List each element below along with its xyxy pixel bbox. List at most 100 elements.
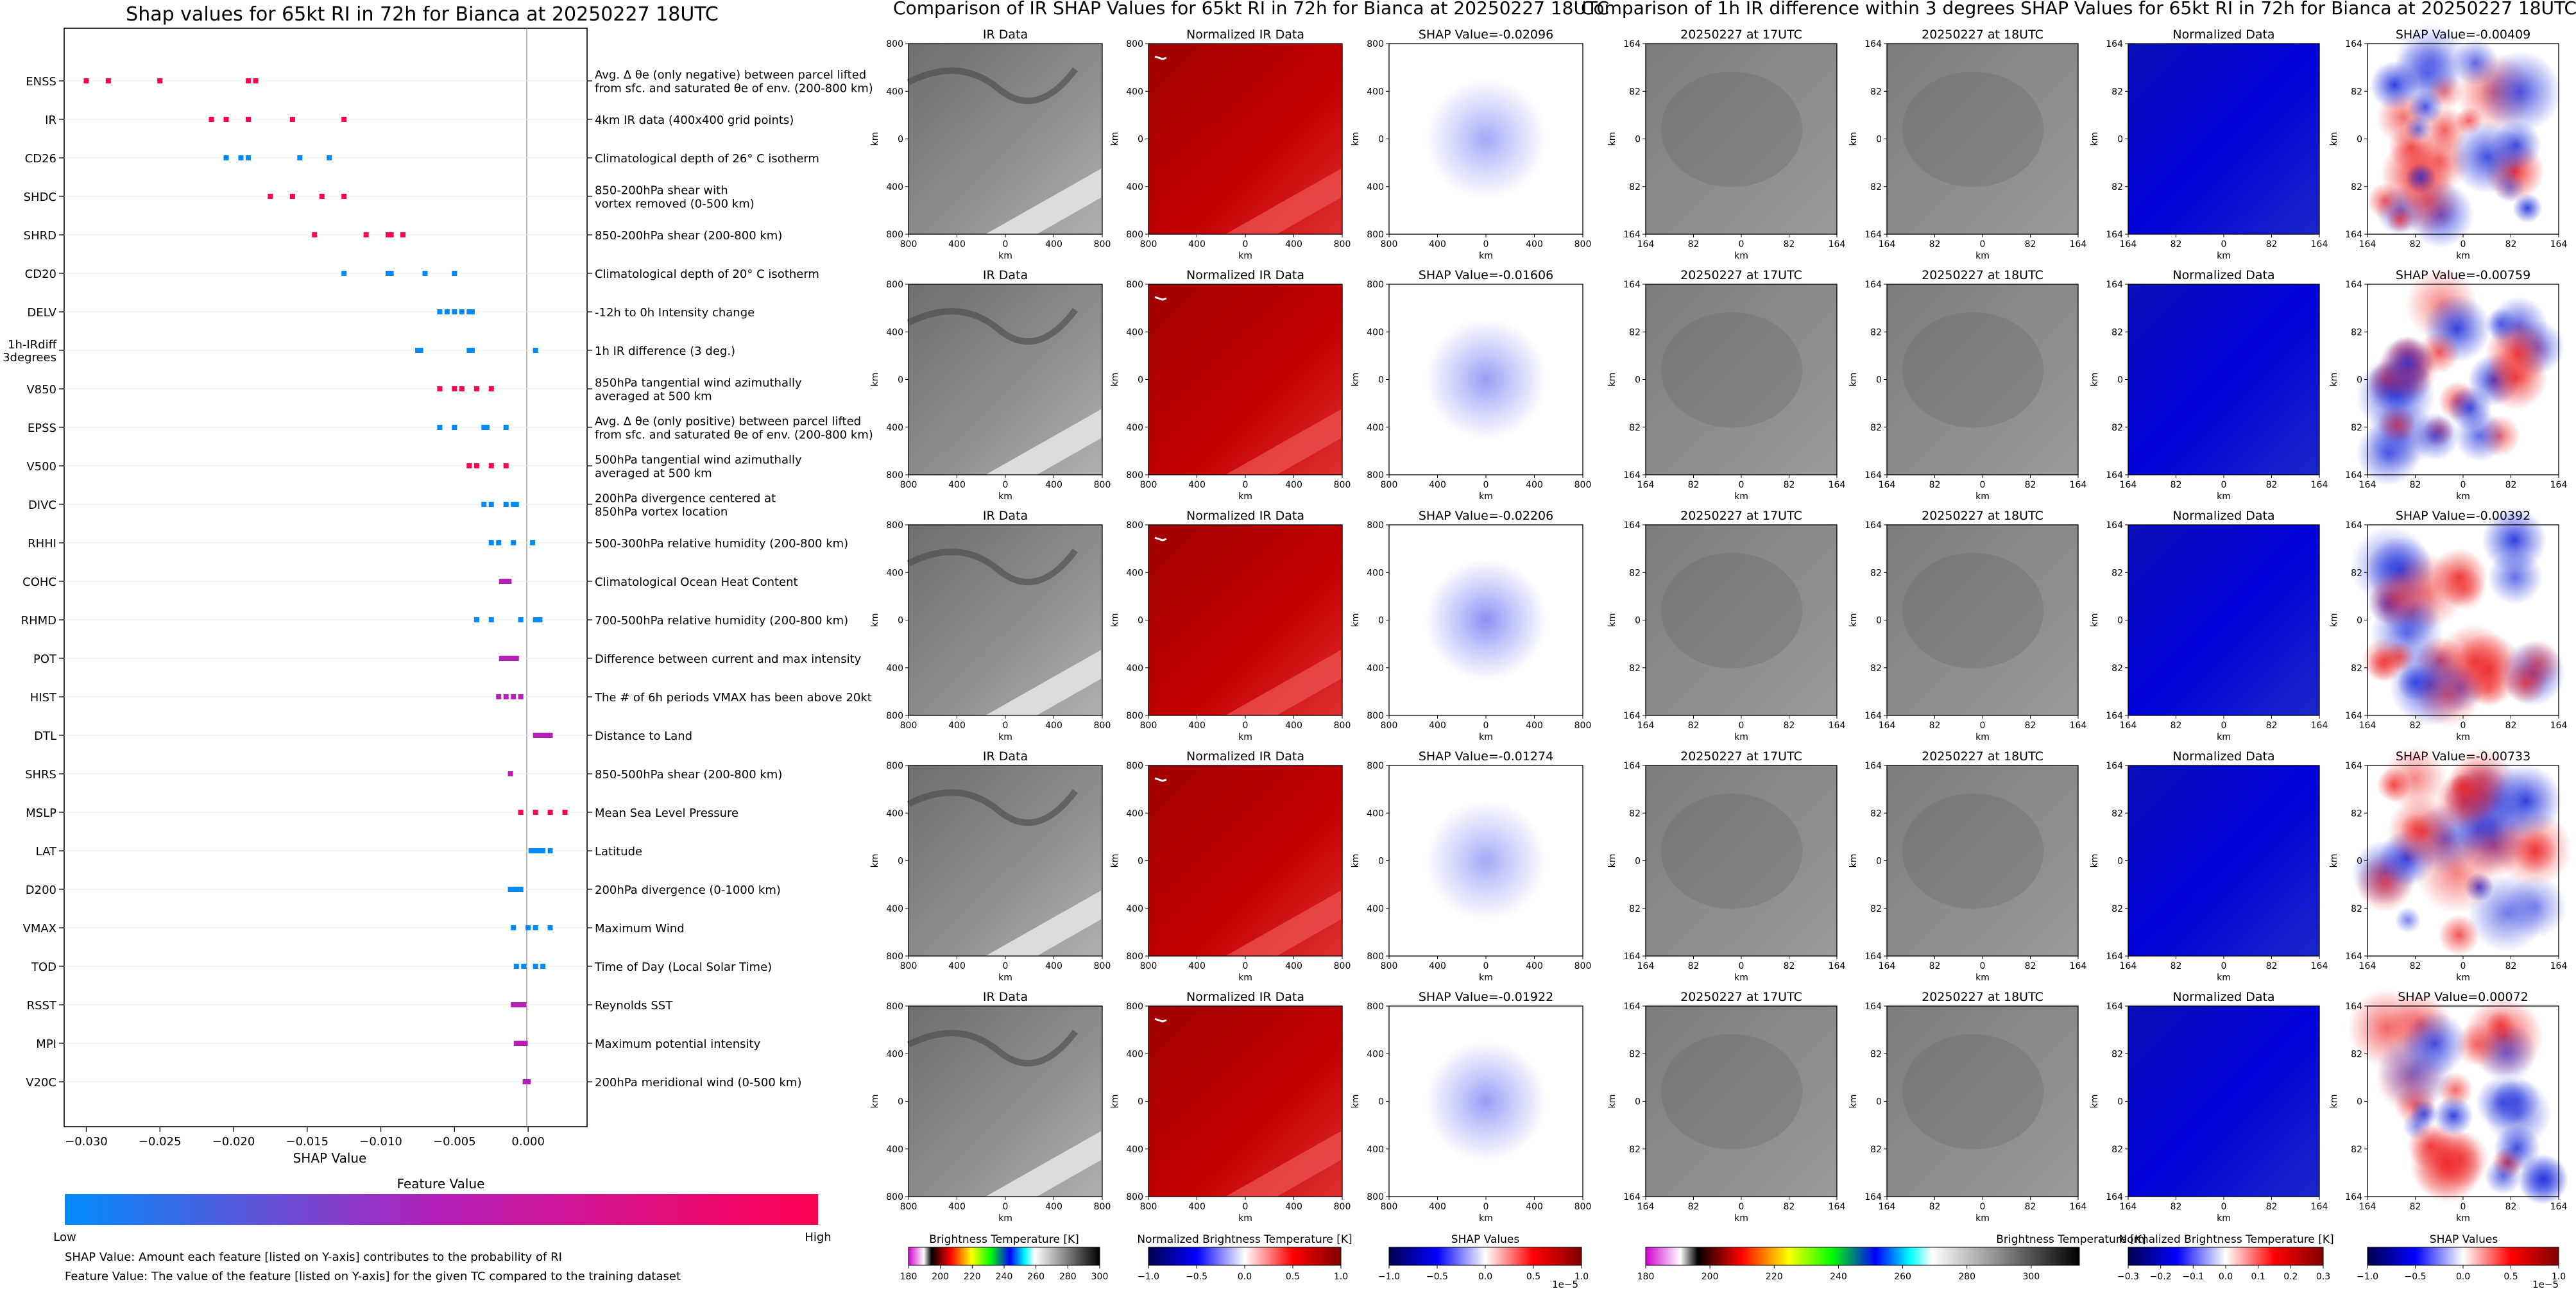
x-axis-label: km (2456, 732, 2470, 742)
x-axis-label: km (1975, 1213, 1990, 1224)
shap-center-blob (1425, 799, 1547, 922)
xtick-label: 164 (1637, 721, 1655, 731)
x-axis-label: km (1734, 251, 1748, 261)
x-axis-label: km (1238, 491, 1252, 502)
xtick-label: 800 (1381, 480, 1398, 490)
xtick-label: 82 (1929, 1202, 1941, 1212)
xtick-label: 0 (1739, 239, 1744, 250)
xtick-label: 0 (2461, 961, 2466, 971)
y-axis-label: km (1607, 613, 1617, 627)
ytick-label: 82 (1870, 1145, 1882, 1155)
shap-patch (2410, 412, 2459, 461)
shap-point (386, 232, 391, 237)
ytick-label: 82 (2111, 1145, 2123, 1155)
xtick-label: 82 (2171, 961, 2182, 971)
ytick-label: 164 (1623, 470, 1641, 481)
ytick-label: 82 (1629, 182, 1641, 192)
feature-description-label: Climatological depth of 26° C isotherm (595, 152, 819, 166)
panel-title: IR Data (983, 990, 1028, 1004)
white-marker (1154, 55, 1167, 60)
panel-title: Normalized Data (2172, 28, 2274, 42)
xtick-label: 164 (2120, 239, 2137, 250)
ir-shap-panel: SHAP Value=-0.01274800800400400004004008… (1351, 749, 1591, 983)
shap-patch (2443, 567, 2486, 611)
xtick-label: −0.015 (286, 1135, 328, 1148)
xtick-label: 0 (2221, 721, 2227, 731)
xtick-label: 164 (2070, 721, 2087, 731)
feature-description-label: 850hPa tangential wind azimuthally averag… (595, 377, 802, 404)
xtick-label: 82 (1688, 961, 1700, 971)
xtick-label: 800 (1140, 721, 1157, 731)
ytick-label: 164 (1864, 711, 1882, 721)
ytick-label: 164 (1623, 520, 1641, 531)
xtick-label: 82 (1929, 721, 1941, 731)
cold-cloud-band (1225, 650, 1341, 715)
cold-cloud-band (985, 1131, 1101, 1197)
colorbar-tick-label: −1.0 (1138, 1272, 1159, 1282)
xtick-label: 0 (1483, 480, 1489, 490)
y-axis-label: km (2090, 613, 2100, 627)
shap-point (521, 1002, 527, 1007)
panel-title: 20250227 at 18UTC (1922, 990, 2043, 1004)
ytick-label: 164 (1864, 520, 1882, 531)
ytick-label: 0 (2117, 1097, 2123, 1107)
shap-point (496, 540, 502, 545)
x-axis-label: km (1479, 491, 1493, 502)
xtick-label: 82 (1688, 1202, 1700, 1212)
shap-point (503, 463, 509, 468)
xtick-label: 164 (2311, 961, 2328, 971)
ytick-label: 0 (2117, 375, 2123, 386)
xtick-label: 0 (1243, 961, 1249, 971)
feature-row: EPSS Avg. Δ θe (only positive) between pa… (28, 415, 873, 442)
xtick-label: 800 (1381, 721, 1398, 731)
shap-point (289, 194, 295, 199)
shap-point (400, 232, 406, 237)
shap-point (223, 155, 229, 160)
y-axis-label: km (2090, 373, 2100, 387)
ytick-label: 0 (1138, 857, 1143, 867)
xtick-label: 0 (1739, 721, 1744, 731)
xtick-label: 800 (900, 961, 917, 971)
xtick-label: 164 (1879, 239, 1896, 250)
shap-patch (2380, 336, 2435, 390)
ytick-label: 800 (1367, 952, 1384, 962)
diff-shap-panel: SHAP Value=-0.00409164164828200828216416… (2329, 24, 2567, 261)
shap-patch (2407, 1122, 2454, 1170)
colorbar-tick-label: −0.1 (2182, 1272, 2204, 1282)
xtick-label: 164 (1637, 239, 1655, 250)
colorbar-tick-label: 0.0 (1478, 1272, 1492, 1282)
colorbar-tick-label: 0.5 (2503, 1272, 2518, 1282)
shap-point (157, 78, 163, 83)
xtick-label: 800 (1334, 721, 1351, 731)
shap-point (508, 771, 513, 776)
ytick-label: 82 (1870, 808, 1882, 819)
shap-point (469, 348, 475, 353)
xtick-label: 400 (1188, 1202, 1206, 1212)
diff-shap-panel: SHAP Value=-0.00759164164828200828216416… (2329, 268, 2567, 502)
ytick-label: 400 (886, 1049, 903, 1059)
feature-name-label: MSLP (26, 807, 56, 820)
x-axis-label: km (998, 732, 1012, 742)
shap-point (327, 155, 332, 160)
ytick-label: 164 (2345, 520, 2362, 531)
ytick-label: 164 (2106, 952, 2123, 962)
shap-point (511, 540, 516, 545)
shap-patch (2434, 1096, 2473, 1136)
y-axis-label: km (2090, 1095, 2100, 1109)
feature-row: MSLP Mean Sea Level Pressure (26, 807, 738, 820)
feature-description-label: 700-500hPa relative humidity (200-800 km… (595, 614, 848, 627)
normalized-diff-image (2128, 284, 2319, 475)
shap-point (268, 194, 273, 199)
ir-18utc-panel: 20250227 at 18UTC1641648282008282164164k… (1848, 28, 2086, 261)
ytick-label: 0 (1876, 857, 1882, 867)
xtick-label: 400 (1429, 480, 1446, 490)
x-axis-label: km (2456, 973, 2470, 983)
xtick-label: 800 (1574, 721, 1592, 731)
feature-description-label: 200hPa meridional wind (0-500 km) (595, 1076, 801, 1089)
ytick-label: 82 (1870, 663, 1882, 674)
shap-patch (2382, 746, 2448, 812)
ytick-label: 800 (1367, 1002, 1384, 1012)
shap-point (388, 271, 394, 276)
feature-name-label: RSST (27, 999, 57, 1012)
xtick-label: 164 (1829, 721, 1846, 731)
